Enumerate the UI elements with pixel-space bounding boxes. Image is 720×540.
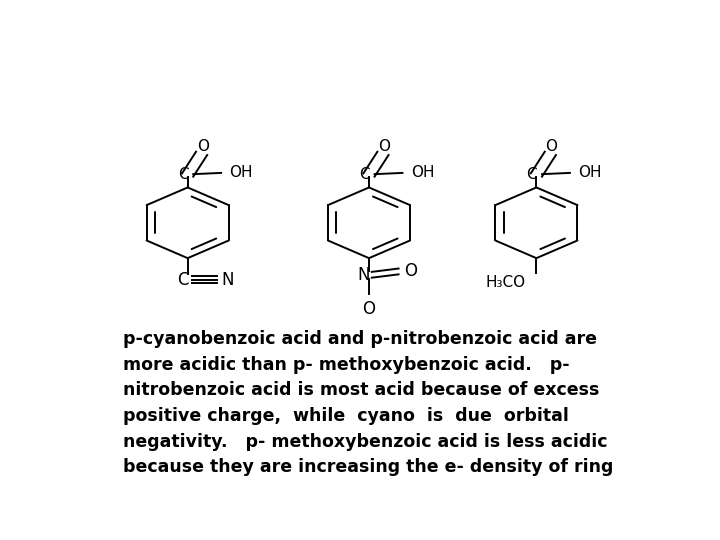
Text: C: C <box>526 167 537 181</box>
Text: O: O <box>546 139 557 154</box>
Text: OH: OH <box>230 165 253 180</box>
Text: N: N <box>357 266 369 284</box>
Text: O: O <box>197 139 209 154</box>
Text: N: N <box>222 271 234 289</box>
Text: O: O <box>404 262 417 280</box>
Text: O: O <box>362 300 376 318</box>
Text: OH: OH <box>578 165 602 180</box>
Text: C: C <box>177 271 189 289</box>
Text: C: C <box>178 167 189 181</box>
Text: H₃CO: H₃CO <box>485 275 526 290</box>
Text: OH: OH <box>411 165 434 180</box>
Text: C: C <box>359 167 370 181</box>
Text: O: O <box>378 139 390 154</box>
Text: p-cyanobenzoic acid and p-nitrobenzoic acid are
more acidic than p- methoxybenzo: p-cyanobenzoic acid and p-nitrobenzoic a… <box>124 330 614 476</box>
